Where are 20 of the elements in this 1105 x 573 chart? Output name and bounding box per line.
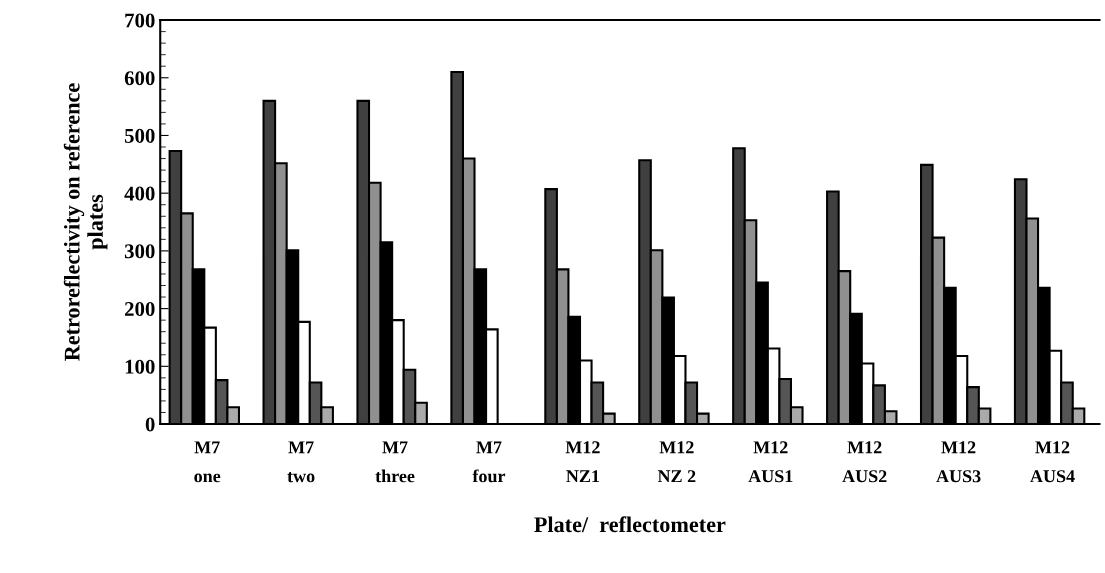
y-tick-label: 100: [125, 359, 155, 374]
y-tick-label: 400: [124, 186, 155, 201]
x-tick-label: M12 AUS3: [936, 441, 981, 483]
y-tick-label: 700: [125, 13, 155, 28]
y-tick-label: 300: [124, 244, 155, 259]
x-tick-label: M7 four: [472, 441, 506, 483]
y-tick-label: 500: [124, 128, 155, 143]
x-tick-label: M12 AUS1: [748, 441, 793, 483]
y-tick-label: 0: [145, 417, 155, 432]
x-tick-label: M7 one: [194, 441, 221, 483]
x-tick-label: M7 three: [375, 441, 415, 483]
y-tick-label: 600: [124, 71, 155, 86]
x-tick-label: M12 NZ 2: [657, 441, 696, 483]
y-tick-label: 200: [124, 301, 155, 317]
y-axis-title: Retroreflectivity on reference plates: [63, 83, 108, 361]
x-tick-label: M12 AUS2: [842, 441, 887, 483]
x-tick-label: M7 two: [287, 441, 315, 483]
x-axis-title: Plate/ reflectometer: [534, 516, 726, 533]
x-tick-label: M12 AUS4: [1030, 441, 1075, 483]
x-tick-label: M12 NZ1: [565, 441, 600, 483]
